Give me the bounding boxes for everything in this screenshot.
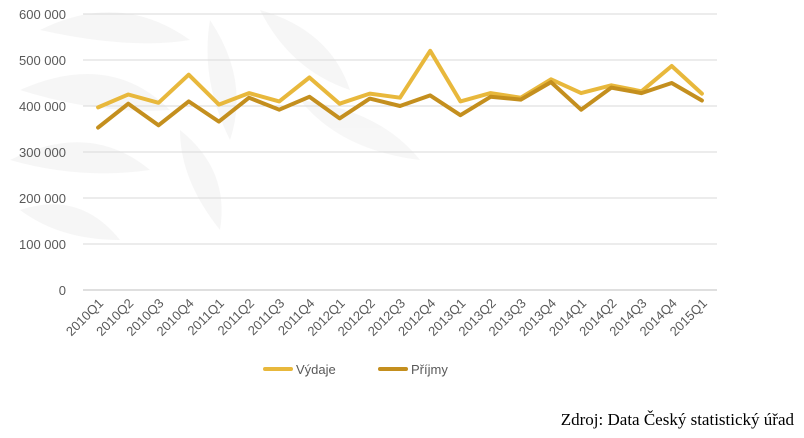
series-line-vydaje: [96, 48, 704, 110]
watermark-leaves: [10, 10, 420, 240]
y-tick-label: 500 000: [19, 53, 66, 68]
y-tick-label: 100 000: [19, 237, 66, 252]
legend-label-vydaje: Výdaje: [296, 362, 336, 377]
source-note: Zdroj: Data Český statistický úřad: [560, 410, 794, 429]
legend-label-prijmy: Příjmy: [411, 362, 448, 377]
x-axis-ticks: 2010Q12010Q22010Q32010Q42011Q12011Q22011…: [63, 296, 710, 339]
series-lines: [96, 48, 704, 130]
y-tick-label: 0: [59, 283, 66, 298]
y-axis-ticks: 0 100 000 200 000 300 000 400 000 500 000 600 …: [19, 7, 66, 298]
y-tick-label: 600 000: [19, 7, 66, 22]
gridlines: [83, 13, 717, 291]
series-line-prijmy: [96, 80, 704, 130]
y-tick-label: 300 000: [19, 145, 66, 160]
legend: Výdaje Příjmy: [263, 362, 448, 377]
y-tick-label: 400 000: [19, 99, 66, 114]
y-tick-label: 200 000: [19, 191, 66, 206]
